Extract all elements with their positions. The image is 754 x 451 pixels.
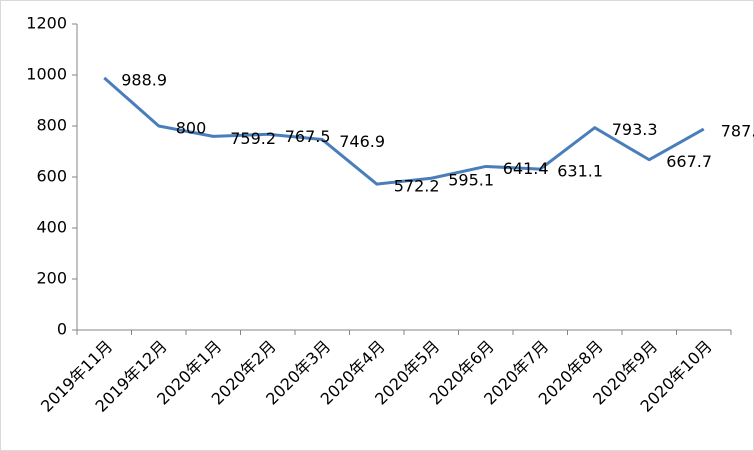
data-label: 641.4 [503, 159, 549, 178]
data-label: 759.2 [230, 129, 276, 148]
data-label: 572.2 [394, 177, 440, 196]
data-label: 595.1 [448, 171, 494, 190]
y-tick-label: 800 [36, 116, 67, 135]
data-label: 746.9 [339, 132, 385, 151]
data-label: 800 [176, 119, 207, 138]
data-label: 988.9 [121, 70, 167, 89]
y-tick-label: 600 [36, 167, 67, 186]
y-tick-label: 400 [36, 218, 67, 237]
data-label: 793.3 [612, 120, 658, 139]
y-tick-label: 200 [36, 269, 67, 288]
data-label: 631.1 [557, 162, 603, 181]
line-series [103, 76, 705, 186]
data-label: 767.5 [285, 127, 331, 146]
data-label: 787.9 [721, 122, 754, 141]
y-tick-label: 1200 [26, 14, 67, 33]
data-label: 667.7 [666, 152, 712, 171]
y-tick-label: 0 [57, 320, 67, 339]
y-tick-label: 1000 [26, 65, 67, 84]
